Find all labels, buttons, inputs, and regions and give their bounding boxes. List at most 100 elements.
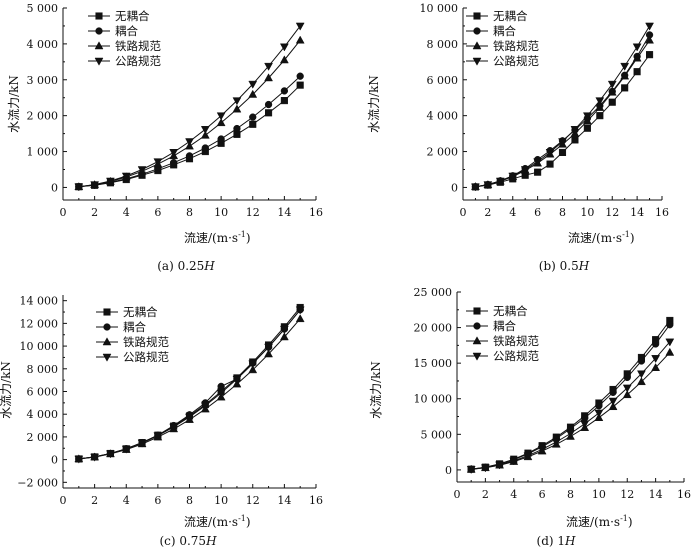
y-tick-label: 10 000 <box>420 2 459 15</box>
legend-label: 耦合 <box>493 319 516 333</box>
data-point <box>523 452 533 461</box>
series-triangle-down <box>74 306 305 464</box>
series-triangle-up <box>466 347 675 473</box>
legend-label: 无耦合 <box>493 304 528 318</box>
data-point <box>264 62 273 71</box>
chart-panel-1: 0 2 4 6 8 10 12 14 16 0 2 000 4 000 6 000 8 000 10 000… <box>367 2 669 273</box>
x-tick-label: 14 <box>649 488 663 501</box>
data-point <box>249 113 257 121</box>
data-point <box>533 158 543 167</box>
data-point <box>645 22 654 31</box>
x-axis-label-sup: -1 <box>238 230 246 239</box>
legend-marker <box>94 57 104 66</box>
legend-entry: 无耦合 <box>466 9 528 23</box>
y-tick-label: 3 000 <box>27 74 59 87</box>
data-point <box>137 166 147 175</box>
y-tick-label: −2 000 <box>17 476 58 489</box>
data-point <box>248 89 258 98</box>
chart-caption: (a) 0.25H <box>157 259 215 273</box>
y-tick-label: 20 000 <box>414 322 453 335</box>
data-point <box>106 450 115 459</box>
y-axis-label: 水流力/kN <box>369 361 383 419</box>
legend-label: 无耦合 <box>123 305 158 319</box>
data-point <box>622 384 632 393</box>
data-point <box>583 124 591 132</box>
chart-caption-prefix: (a) 0.25 <box>157 259 204 273</box>
legend-entry: 耦合 <box>466 24 516 38</box>
chart-caption-italic: H <box>203 259 215 273</box>
series-circle <box>75 306 304 463</box>
data-point <box>200 126 210 135</box>
y-tick-label: 0 <box>51 454 58 467</box>
x-tick-label: 10 <box>214 206 228 219</box>
y-axis-label: 水流力/kN <box>0 361 13 419</box>
x-tick-label: 2 <box>482 488 489 501</box>
y-tick-label: 0 <box>451 181 458 194</box>
data-point <box>280 97 288 105</box>
y-tick-label: 0 <box>51 181 58 194</box>
y-tick-label: 4 000 <box>27 408 59 421</box>
data-point <box>566 430 575 439</box>
x-tick-label: 12 <box>620 488 634 501</box>
data-point <box>581 414 589 422</box>
x-tick-label: 16 <box>677 488 691 501</box>
data-point <box>651 355 661 364</box>
legend-entry: 铁路规范 <box>88 39 161 53</box>
data-point <box>74 455 84 464</box>
chart-caption-italic: H <box>564 534 576 548</box>
legend-label: 铁路规范 <box>493 39 539 53</box>
legend-entry: 耦合 <box>96 320 146 334</box>
legend-entry: 铁路规范 <box>96 335 169 349</box>
data-point <box>295 35 305 44</box>
y-tick-label: 25 000 <box>414 286 453 299</box>
legend-label: 耦合 <box>123 320 146 334</box>
data-point <box>295 22 305 31</box>
x-tick-label: 10 <box>580 206 594 219</box>
data-point <box>637 370 646 379</box>
legend-entry: 公路规范 <box>466 349 539 363</box>
data-point <box>570 126 580 135</box>
data-point <box>201 144 209 152</box>
chart-caption-italic: H <box>578 259 590 273</box>
data-point <box>264 100 273 109</box>
data-point <box>480 464 490 473</box>
data-point <box>121 445 131 454</box>
data-point <box>651 340 660 348</box>
data-point <box>233 124 241 133</box>
data-point <box>483 181 493 190</box>
x-axis-label-main: 流速/(m·s <box>184 515 238 529</box>
x-axis-label: 流速/(m·s-1) <box>184 514 251 529</box>
y-tick-label: 2 000 <box>427 146 459 159</box>
data-point <box>595 402 603 410</box>
data-point <box>90 453 100 462</box>
x-tick-label: 8 <box>186 494 193 507</box>
data-point <box>620 71 630 80</box>
legend-entry: 无耦合 <box>466 304 528 318</box>
x-axis-label-close: ) <box>246 515 251 529</box>
x-tick-label: 4 <box>509 206 516 219</box>
x-tick-label: 4 <box>123 494 130 507</box>
y-tick-label: 5 000 <box>421 428 453 441</box>
data-point <box>620 62 630 71</box>
chart-caption-italic: H <box>205 534 217 548</box>
data-point <box>509 457 519 466</box>
legend-marker <box>103 308 111 316</box>
data-point <box>296 72 304 80</box>
y-tick-label: 8 000 <box>27 363 59 376</box>
data-point <box>185 138 194 147</box>
chart-caption-prefix: (b) 0.5 <box>539 259 579 273</box>
y-tick-label: 4 000 <box>427 110 459 123</box>
x-tick-label: 6 <box>534 206 541 219</box>
series-line <box>78 307 301 460</box>
legend-label: 铁路规范 <box>123 335 169 349</box>
y-tick-label: 1 000 <box>27 146 59 159</box>
y-tick-label: 2 000 <box>27 431 59 444</box>
data-point <box>665 338 675 347</box>
data-point <box>632 43 642 52</box>
legend-marker <box>472 41 482 50</box>
data-point <box>153 432 163 441</box>
data-point <box>665 347 675 356</box>
data-point <box>596 112 604 120</box>
data-point <box>248 365 258 374</box>
